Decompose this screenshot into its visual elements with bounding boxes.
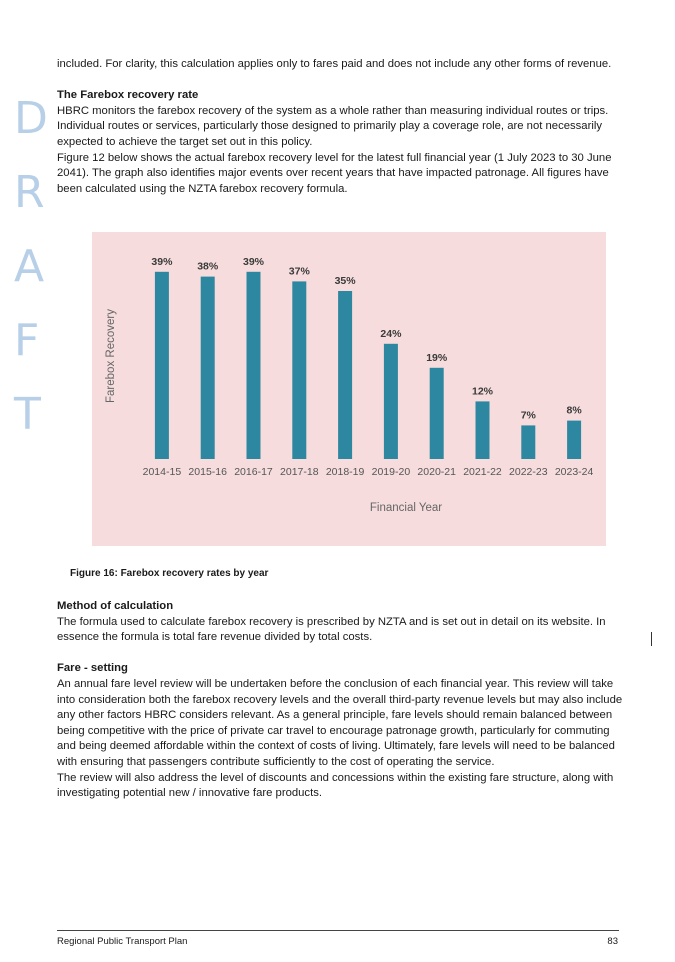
chart-bar <box>338 291 353 459</box>
chart-svg: 39% 2014-15 38% 2015-16 39% 2016-17 37% 2017-18… <box>105 256 594 514</box>
chart-bar <box>383 343 398 459</box>
watermark-letter-f: F <box>14 315 40 366</box>
footer-divider <box>57 930 619 931</box>
chart-data-label: 8% <box>567 405 583 417</box>
chart-x-tick-label: 2014-15 <box>143 466 182 478</box>
chart-x-tick-label: 2019-20 <box>372 466 411 478</box>
chart-bar <box>200 276 215 459</box>
chart-bar <box>429 367 444 459</box>
figure-caption: Figure 16: Farebox recovery rates by yea… <box>70 568 269 579</box>
chart-bar <box>521 425 536 459</box>
fare-setting-heading: Fare - setting <box>57 662 128 675</box>
chart-x-tick-label: 2020-21 <box>417 466 456 478</box>
watermark-letter-d: D <box>14 93 48 144</box>
chart-bar <box>292 281 307 459</box>
chart-data-label: 35% <box>335 275 357 287</box>
method-paragraph: The formula used to calculate farebox re… <box>57 615 606 644</box>
chart-y-axis-label: Farebox Recovery <box>105 309 117 403</box>
chart-x-tick-label: 2016-17 <box>234 466 273 478</box>
fare-setting-paragraph-1: An annual fare level review will be unde… <box>57 677 623 768</box>
farebox-paragraph-2: Figure 12 below shows the actual farebox… <box>57 151 612 195</box>
intro-paragraph: included. For clarity, this calculation … <box>57 58 612 70</box>
method-heading: Method of calculation <box>57 600 174 612</box>
chart-x-tick-label: 2022-23 <box>509 466 548 478</box>
chart-bar <box>246 271 261 459</box>
footer-title: Regional Public Transport Plan <box>57 936 188 947</box>
chart-data-label: 12% <box>472 385 494 397</box>
chart-data-label: 24% <box>380 328 402 340</box>
chart-data-label: 39% <box>243 256 265 268</box>
chart-x-tick-label: 2018-19 <box>326 466 365 478</box>
top-text-block: included. For clarity, this calculation … <box>57 57 623 197</box>
farebox-heading: The Farebox recovery rate <box>57 89 199 102</box>
watermark-letter-r: R <box>14 167 45 218</box>
fare-setting-paragraph-2: The review will also address the level o… <box>57 771 614 800</box>
chart-data-label: 38% <box>197 261 219 273</box>
chart-x-tick-label: 2023-24 <box>555 466 594 478</box>
chart-bar <box>154 271 169 459</box>
page-number: 83 <box>607 936 618 947</box>
text-cursor-mark <box>651 632 652 646</box>
chart-x-tick-label: 2015-16 <box>188 466 227 478</box>
chart-bar <box>475 401 490 459</box>
chart-data-label: 19% <box>426 352 448 364</box>
chart-data-label: 39% <box>151 256 173 268</box>
chart-data-label: 7% <box>521 409 537 421</box>
farebox-paragraph-1: HBRC monitors the farebox recovery of th… <box>57 104 609 148</box>
chart-x-axis-label: Financial Year <box>370 502 442 514</box>
chart-x-tick-label: 2021-22 <box>463 466 502 478</box>
watermark-letter-t: T <box>14 389 41 440</box>
lower-text-block: Method of calculation The formula used t… <box>57 599 623 802</box>
farebox-chart: 39% 2014-15 38% 2015-16 39% 2016-17 37% 2017-18… <box>92 232 606 546</box>
chart-bar <box>567 420 582 459</box>
chart-x-tick-label: 2017-18 <box>280 466 319 478</box>
chart-data-label: 37% <box>289 265 311 277</box>
watermark-letter-a: A <box>14 241 45 292</box>
